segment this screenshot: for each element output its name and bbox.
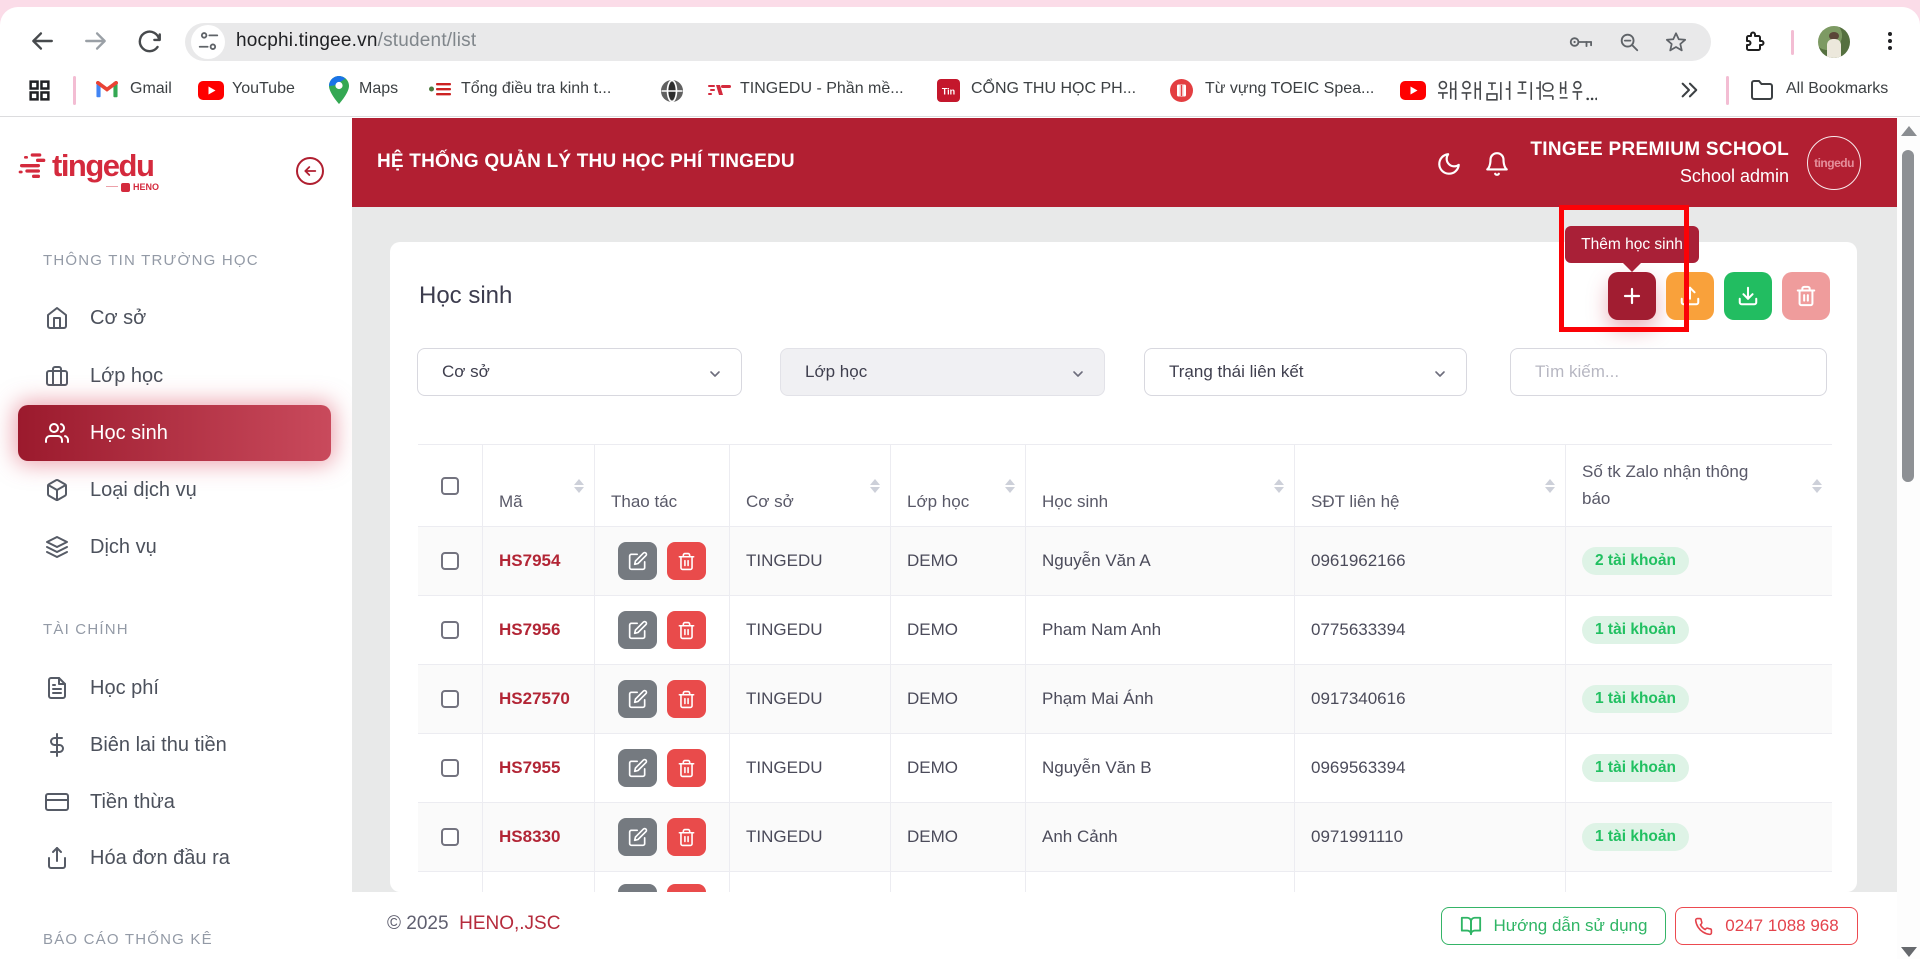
svg-text:Tin: Tin	[942, 87, 955, 97]
